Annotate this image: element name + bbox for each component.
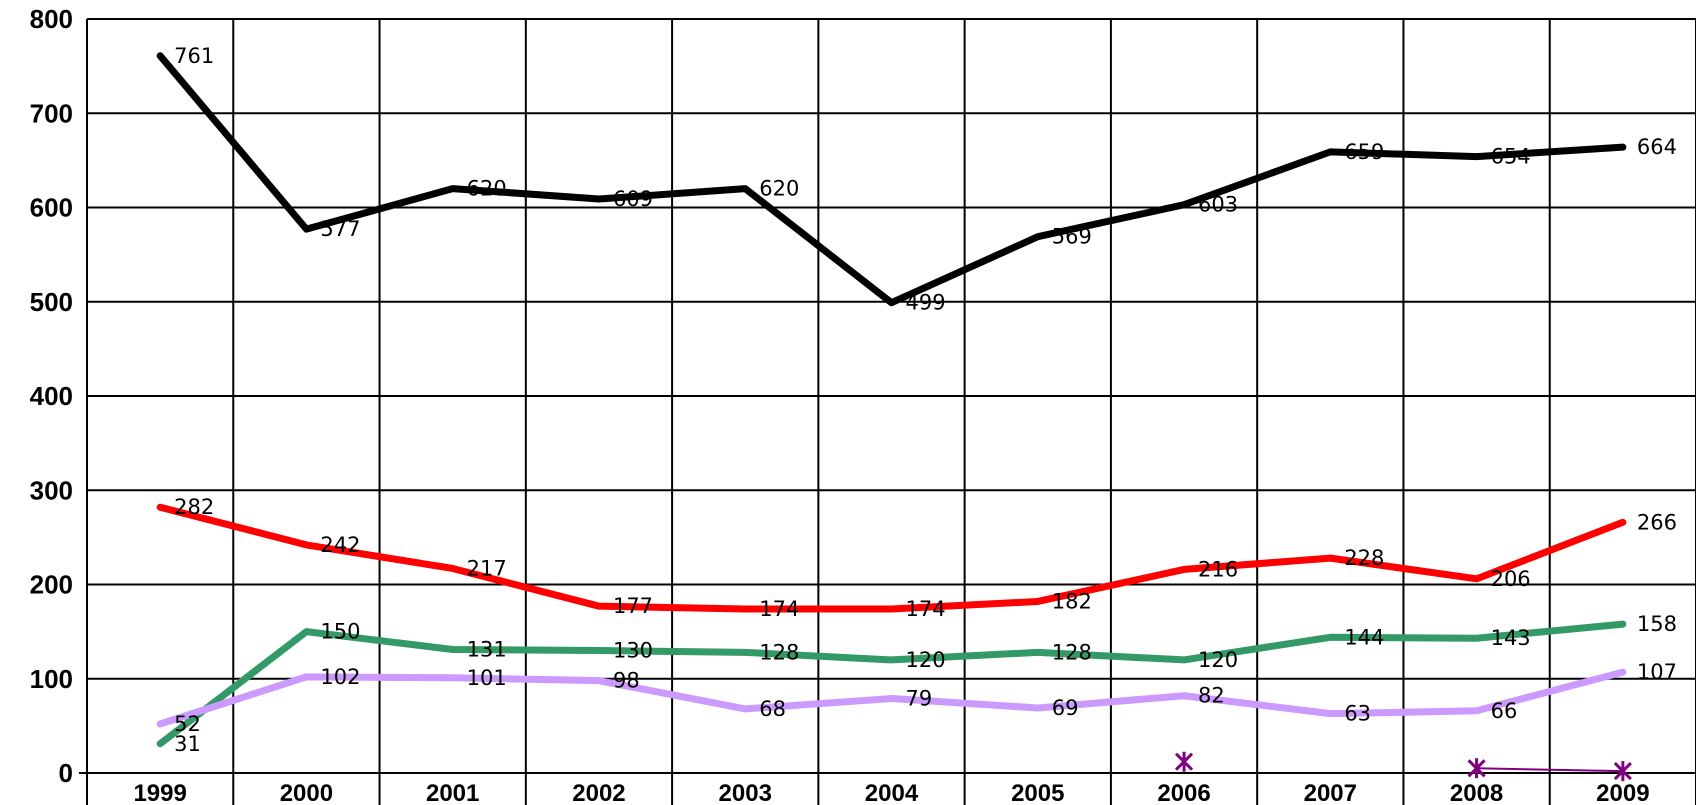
series-0-label-2003: 620 bbox=[759, 177, 799, 201]
series-3-label-2005: 69 bbox=[1052, 696, 1079, 720]
series-3-label-2009: 107 bbox=[1637, 660, 1677, 684]
series-2-label-2002: 130 bbox=[613, 638, 653, 662]
series-3-label-2000: 102 bbox=[320, 665, 360, 689]
series-2-line bbox=[156, 620, 1627, 748]
x-tick-label-2001: 2001 bbox=[426, 780, 479, 805]
series-1-line bbox=[156, 503, 1627, 613]
series-0-label-2001: 620 bbox=[467, 177, 507, 201]
series-0-label-2002: 609 bbox=[613, 187, 653, 211]
series-0-label-2008: 654 bbox=[1491, 145, 1531, 169]
series-1-label-2007: 228 bbox=[1344, 546, 1384, 570]
series-0-line bbox=[156, 52, 1627, 307]
data-labels: 761 577 620 609 620 499 569 603 659 654 664 282 242 2… bbox=[174, 44, 1677, 756]
series-0-label-2006: 603 bbox=[1198, 193, 1238, 217]
series-2-label-2007: 144 bbox=[1344, 625, 1384, 649]
series-1-label-2003: 174 bbox=[759, 597, 799, 621]
star-mark bbox=[1467, 758, 1486, 779]
series-4-marker-2006 bbox=[1174, 751, 1194, 772]
series-0-label-2004: 499 bbox=[906, 291, 946, 315]
series-1-label-1999: 282 bbox=[174, 495, 214, 519]
series-0-label-2009: 664 bbox=[1637, 135, 1677, 159]
series-4-segment-10 bbox=[1476, 767, 1623, 773]
series-3-label-2003: 68 bbox=[759, 697, 786, 721]
y-tick-label-200: 200 bbox=[30, 570, 73, 600]
x-tick-label-2004: 2004 bbox=[865, 780, 919, 805]
x-tick-label-2007: 2007 bbox=[1304, 780, 1357, 805]
series-1-label-2000: 242 bbox=[320, 533, 360, 557]
series-1-label-2005: 182 bbox=[1052, 589, 1092, 613]
series-0-label-2005: 569 bbox=[1052, 225, 1092, 249]
series-1-label-2004: 174 bbox=[906, 597, 946, 621]
series-4-marker-2008 bbox=[1467, 758, 1486, 779]
y-tick-label-500: 500 bbox=[30, 287, 73, 317]
series-2-label-2008: 143 bbox=[1491, 626, 1531, 650]
series-2-label-2006: 120 bbox=[1198, 648, 1238, 672]
series-2-label-2004: 120 bbox=[906, 648, 946, 672]
y-tick-label-700: 700 bbox=[30, 98, 73, 128]
series-4-marker-2009 bbox=[1613, 761, 1632, 782]
y-tick-label-300: 300 bbox=[30, 475, 73, 505]
series-0-label-2007: 659 bbox=[1344, 140, 1384, 164]
series-3-label-2008: 66 bbox=[1491, 699, 1518, 723]
x-tick-label-2005: 2005 bbox=[1011, 780, 1064, 805]
axes: 0 100 200 300 400 500 600 700 800 1999 2000 2001 200… bbox=[30, 4, 1696, 805]
x-tick-label-2002: 2002 bbox=[572, 780, 625, 805]
series-1-label-2008: 206 bbox=[1491, 567, 1531, 591]
x-tick-label-1999: 1999 bbox=[133, 780, 186, 805]
x-tick-label-2009: 2009 bbox=[1596, 780, 1649, 805]
series-2-label-2005: 128 bbox=[1052, 640, 1092, 664]
y-tick-label-100: 100 bbox=[30, 664, 73, 694]
series-1-label-2001: 217 bbox=[467, 556, 507, 580]
y-tick-label-0: 0 bbox=[59, 758, 73, 788]
x-tick-label-2000: 2000 bbox=[280, 780, 333, 805]
x-tick-label-2003: 2003 bbox=[719, 780, 772, 805]
series-2-label-1999: 31 bbox=[174, 732, 201, 756]
series-0-label-1999: 761 bbox=[174, 44, 214, 68]
y-tick-label-400: 400 bbox=[30, 381, 73, 411]
series-3-label-2001: 101 bbox=[467, 666, 507, 690]
series-2-label-2009: 158 bbox=[1637, 612, 1677, 636]
series bbox=[156, 52, 1632, 782]
series-0-label-2000: 577 bbox=[320, 217, 360, 241]
series-3-line bbox=[156, 668, 1627, 728]
series-1-label-2009: 266 bbox=[1637, 510, 1677, 534]
y-tick-label-800: 800 bbox=[30, 4, 73, 34]
series-1-label-2002: 177 bbox=[613, 594, 653, 618]
series-3-label-2007: 63 bbox=[1344, 702, 1371, 726]
star-mark bbox=[1174, 751, 1194, 772]
series-3-label-2004: 79 bbox=[906, 687, 933, 711]
series-2-label-2003: 128 bbox=[759, 640, 799, 664]
x-tick-label-2006: 2006 bbox=[1157, 780, 1210, 805]
series-3-label-2006: 82 bbox=[1198, 684, 1225, 708]
star-mark bbox=[1613, 761, 1632, 782]
series-2-label-2001: 131 bbox=[467, 638, 507, 662]
series-3-label-1999: 52 bbox=[174, 712, 201, 736]
series-3-label-2002: 98 bbox=[613, 669, 640, 693]
series-1-label-2006: 216 bbox=[1198, 557, 1238, 581]
x-tick-label-2008: 2008 bbox=[1450, 780, 1503, 805]
series-2-label-2000: 150 bbox=[320, 620, 360, 644]
y-tick-label-600: 600 bbox=[30, 193, 73, 223]
